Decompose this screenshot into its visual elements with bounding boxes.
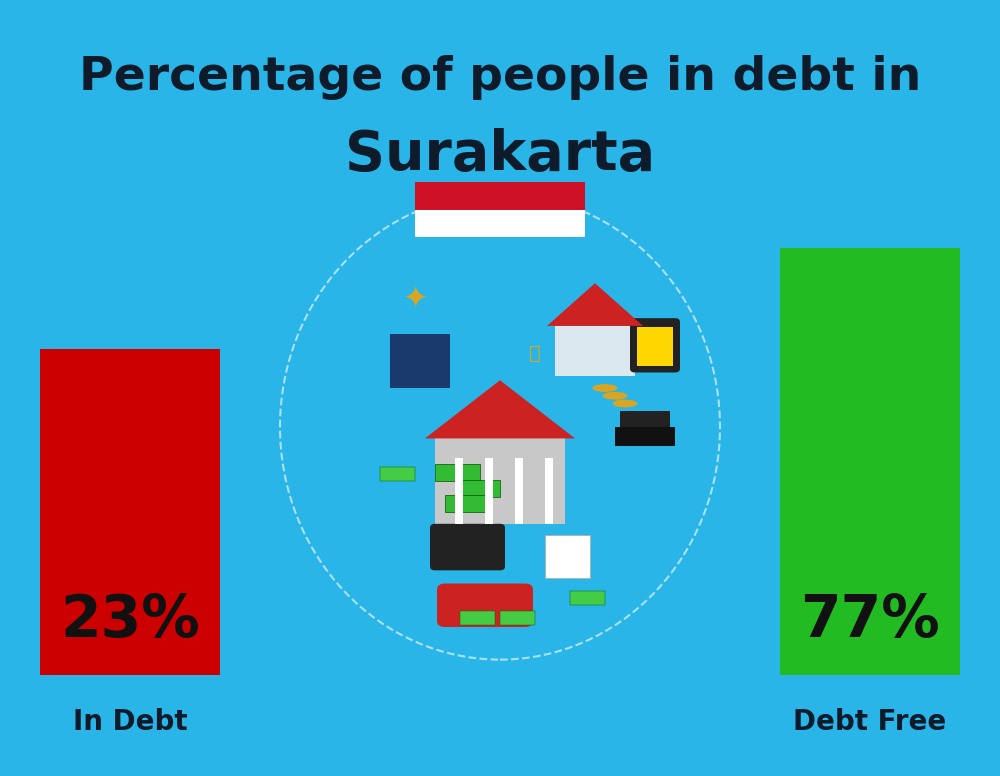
Bar xyxy=(415,182,585,210)
Bar xyxy=(485,458,493,524)
Text: 🗝: 🗝 xyxy=(529,344,541,362)
Text: Debt Free: Debt Free xyxy=(793,708,947,736)
Bar xyxy=(435,438,565,524)
Bar xyxy=(780,248,960,675)
Text: Surakarta: Surakarta xyxy=(345,128,655,182)
Ellipse shape xyxy=(612,400,638,407)
Bar xyxy=(460,611,495,625)
Bar xyxy=(455,458,463,524)
FancyBboxPatch shape xyxy=(437,584,533,627)
Bar xyxy=(570,591,605,605)
Bar xyxy=(455,480,500,497)
Ellipse shape xyxy=(602,392,628,400)
Bar xyxy=(637,327,673,366)
Text: 23%: 23% xyxy=(60,592,200,650)
Bar xyxy=(620,411,670,427)
FancyBboxPatch shape xyxy=(430,524,505,570)
Bar xyxy=(435,464,480,481)
Bar xyxy=(545,535,590,578)
Polygon shape xyxy=(547,283,643,326)
Bar xyxy=(445,495,490,512)
Text: Percentage of people in debt in: Percentage of people in debt in xyxy=(79,55,921,100)
Bar xyxy=(545,458,553,524)
Polygon shape xyxy=(425,380,575,438)
Bar xyxy=(415,210,585,237)
Ellipse shape xyxy=(592,384,618,392)
FancyBboxPatch shape xyxy=(630,318,680,372)
Bar xyxy=(555,326,635,376)
Bar xyxy=(515,458,523,524)
Bar xyxy=(500,611,535,625)
Text: ✦: ✦ xyxy=(402,284,428,314)
Text: In Debt: In Debt xyxy=(73,708,187,736)
Bar xyxy=(390,334,450,388)
Text: 77%: 77% xyxy=(800,592,940,650)
Bar xyxy=(40,349,220,675)
Bar xyxy=(615,427,675,446)
Bar xyxy=(380,467,415,481)
